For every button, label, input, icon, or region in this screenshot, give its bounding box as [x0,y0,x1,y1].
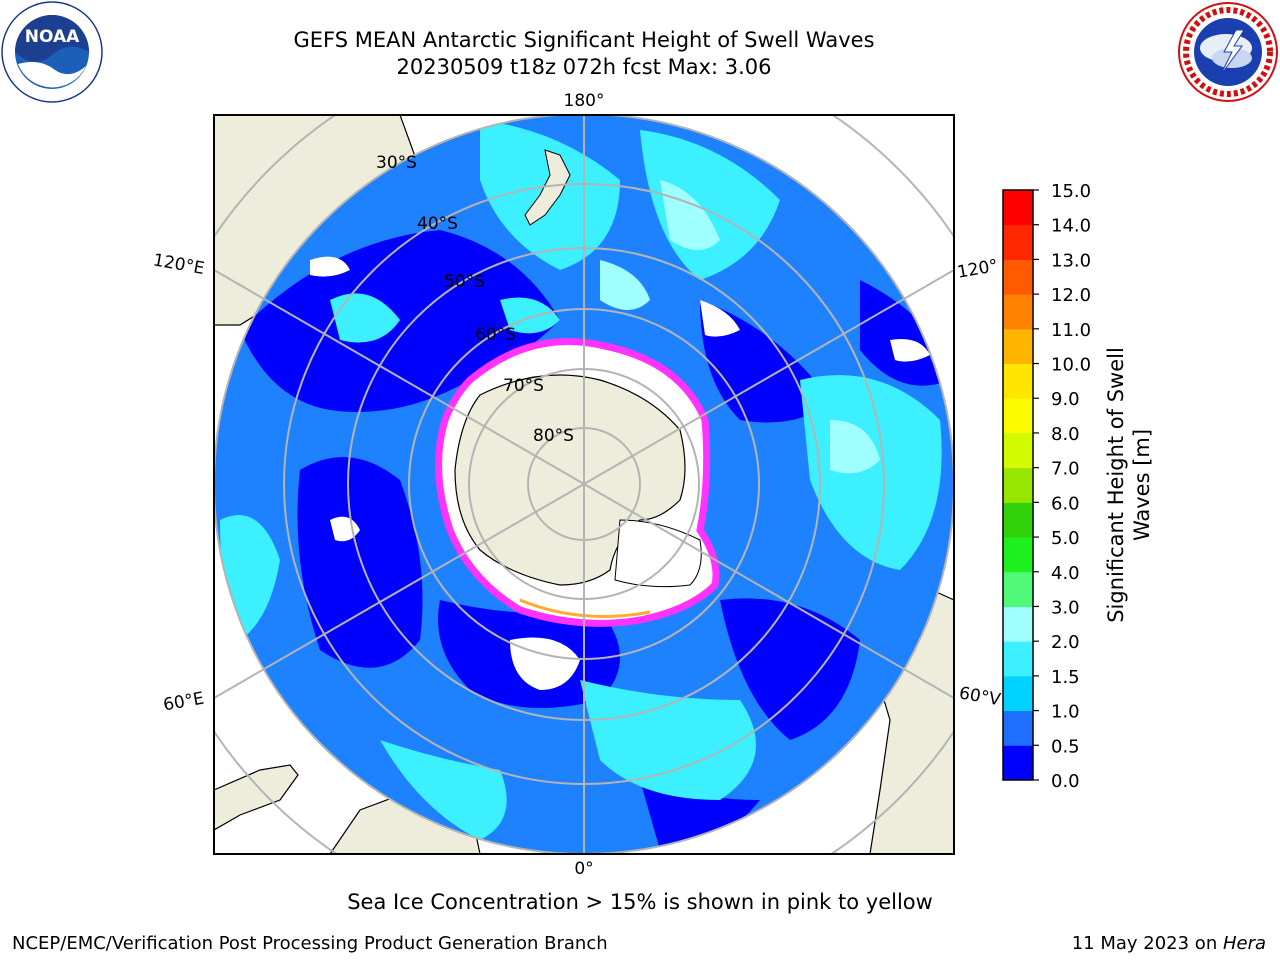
sea-ice-note: Sea Ice Concentration > 15% is shown in … [347,890,933,914]
colorbar-segment [1003,571,1033,607]
land-upper-right [830,115,954,250]
colorbar-segment [1003,537,1033,573]
colorbar-segment [1003,224,1033,260]
colorbar-segment [1003,606,1033,642]
colorbar-tick-label: 15.0 [1051,181,1091,202]
lat-label-60s: 60°S [475,325,516,345]
noaa-logo-icon: NOAA [1,1,103,103]
colorbar-segment [1003,363,1033,399]
colorbar-segment [1003,710,1033,746]
colorbar-tick-label: 13.0 [1051,250,1091,271]
lat-label-50s: 50°S [444,272,485,292]
colorbar-tick-label: 0.5 [1051,736,1080,757]
colorbar-tick-label: 8.0 [1051,424,1080,445]
date-host: Hera [1222,933,1266,954]
colorbar-label-line2: Waves [m] [1130,429,1154,541]
colorbar-label-line1: Significant Height of Swell [1104,347,1128,623]
colorbar-segment [1003,745,1033,781]
colorbar-segment [1003,294,1033,330]
colorbar-segment [1003,432,1033,469]
colorbar-segment [1003,675,1033,712]
colorbar-tick-label: 14.0 [1051,216,1091,237]
lat-label-30s: 30°S [376,153,417,173]
colorbar-tick-label: 6.0 [1051,493,1080,514]
lon-label-lower-right: 60°V [957,683,1002,710]
lon-label-upper-right: 120° [956,256,1000,283]
chart-title: GEFS MEAN Antarctic Significant Height o… [293,28,875,52]
colorbar-segment [1003,502,1033,538]
meridians [214,115,954,854]
colorbar-segment [1003,328,1033,365]
lon-label-upper-left: 120°E [152,250,206,279]
colorbar-frame [1002,189,1034,781]
lon-label-bottom: 0° [574,859,593,879]
colorbar-tick-label: 11.0 [1051,320,1091,341]
lon-label-top: 180° [564,91,605,111]
colorbar-segment [1003,467,1033,503]
lat-label-70s: 70°S [503,376,544,396]
colorbar-tick-label: 0.0 [1051,771,1080,792]
noaa-logo-text: NOAA [25,27,80,47]
colorbar-segment [1003,398,1033,434]
credit-text: NCEP/EMC/Verification Post Processing Pr… [12,933,608,954]
map-panel: 30°S 40°S 50°S 60°S 70°S 80°S [214,115,954,854]
lat-label-40s: 40°S [417,214,458,234]
colorbar-tick-label: 9.0 [1051,389,1080,410]
colorbar-tick-label: 1.5 [1051,667,1080,688]
date-text: 11 May 2023 on Hera [1072,933,1266,954]
colorbar-segment [1003,190,1033,226]
nws-logo-icon [1178,2,1278,102]
colorbar-tick-label: 3.0 [1051,597,1080,618]
colorbar-tick-label: 5.0 [1051,528,1080,549]
colorbar-tick-label: 7.0 [1051,459,1080,480]
colorbar-tick-label: 10.0 [1051,355,1091,376]
colorbar: 0.0 0.5 1.0 1.5 2.0 3.0 4.0 5.0 6.0 7.0 8.0 9.0 10.0… [1002,181,1091,792]
lat-label-80s: 80°S [533,426,574,446]
colorbar-tick-label: 1.0 [1051,702,1080,723]
colorbar-segment [1003,259,1033,295]
map-frame [213,114,955,855]
colorbar-tick-label: 2.0 [1051,632,1080,653]
colorbar-tick-label: 12.0 [1051,285,1091,306]
colorbar-segment [1003,641,1033,677]
chart-subtitle: 20230509 t18z 072h fcst Max: 3.06 [396,55,772,79]
land-new-zealand [524,149,571,226]
lon-label-lower-left: 60°E [162,689,206,716]
colorbar-tick-label: 4.0 [1051,563,1080,584]
date-prefix: 11 May 2023 on [1071,933,1223,954]
land-madagascar [214,764,299,831]
